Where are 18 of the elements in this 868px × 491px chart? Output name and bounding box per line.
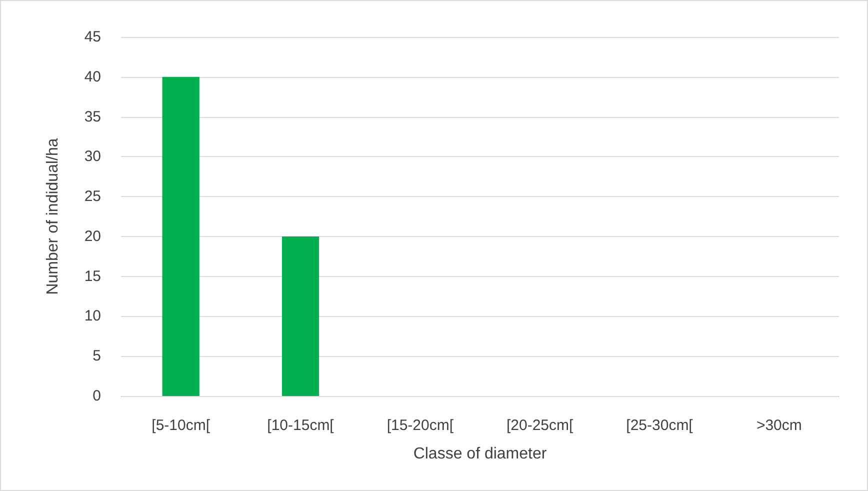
y-tick-label: 15 [84,268,101,285]
y-tick-label: 25 [84,188,101,206]
y-tick-label: 40 [84,68,101,86]
y-tick-label: 5 [92,348,101,365]
x-tick-label: [20-25cm[ [506,417,574,434]
x-tick-label: [10-15cm[ [267,417,335,434]
x-tick-label: >30cm [756,417,802,434]
x-axis-title: Classe of diameter [413,446,548,462]
y-tick-label: 20 [84,228,101,245]
y-tick-label: 35 [84,108,101,126]
x-tick-label: [15-20cm[ [386,417,454,434]
y-tick-label: 30 [84,148,101,166]
y-axis-title: Number of indidual/ha [44,138,62,295]
y-tick-label: 10 [84,308,101,325]
x-tick-label: [5-10cm[ [152,417,211,434]
x-tick-label: [25-30cm[ [626,417,694,434]
y-tick-label: 45 [84,28,101,46]
y-tick-label: 0 [92,388,101,404]
